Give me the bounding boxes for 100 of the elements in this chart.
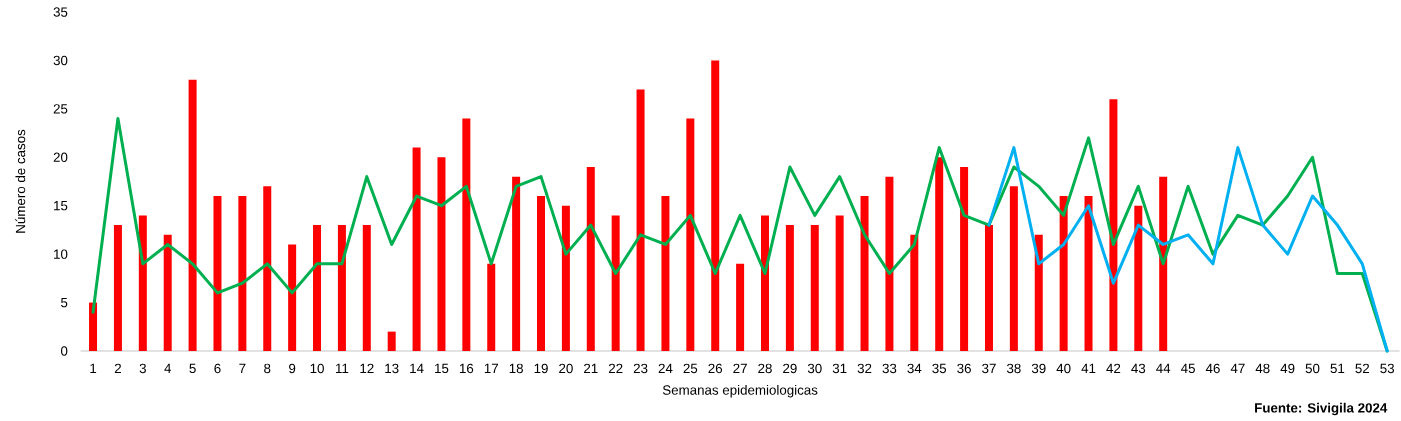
bar bbox=[586, 166, 595, 351]
bar bbox=[213, 196, 222, 351]
bar bbox=[810, 225, 819, 351]
bar bbox=[885, 176, 894, 351]
x-tick-label: 36 bbox=[957, 363, 971, 374]
x-tick-label: 20 bbox=[559, 363, 573, 374]
x-tick-label: 16 bbox=[459, 363, 474, 374]
x-tick-label: 4 bbox=[164, 363, 172, 373]
x-tick-label: 9 bbox=[289, 363, 296, 374]
bar bbox=[736, 263, 745, 351]
x-tick-label: 46 bbox=[1205, 363, 1220, 374]
x-tick-label: 1 bbox=[90, 363, 97, 373]
y-tick-label: 35 bbox=[53, 7, 68, 17]
x-tick-label: 22 bbox=[608, 363, 623, 374]
x-tick-label: 40 bbox=[1056, 363, 1071, 374]
bar bbox=[984, 225, 993, 351]
bar bbox=[1109, 99, 1118, 351]
bar bbox=[835, 215, 844, 351]
x-tick-label: 26 bbox=[708, 363, 723, 374]
bar bbox=[263, 186, 272, 351]
x-tick-label: 12 bbox=[360, 363, 374, 374]
x-tick-label: 17 bbox=[484, 363, 498, 373]
x-tick-label: 34 bbox=[907, 363, 922, 374]
x-tick-label: 30 bbox=[807, 363, 822, 374]
x-tick-label: 8 bbox=[264, 363, 271, 374]
y-tick-label: 20 bbox=[53, 152, 68, 162]
x-tick-label: 19 bbox=[534, 363, 548, 374]
x-tick-label: 38 bbox=[1006, 363, 1021, 374]
x-tick-label: 51 bbox=[1330, 363, 1345, 374]
x-tick-label: 41 bbox=[1081, 363, 1096, 373]
x-tick-label: 37 bbox=[982, 363, 996, 374]
x-tick-label: 45 bbox=[1180, 363, 1195, 374]
source-note: Fuente: Sivigila 2024 bbox=[1255, 402, 1388, 416]
line-series bbox=[987, 146, 1389, 353]
bar bbox=[437, 157, 446, 351]
bar bbox=[462, 118, 471, 351]
x-tick-label: 28 bbox=[758, 363, 772, 374]
x-tick-label: 13 bbox=[385, 363, 399, 374]
bar bbox=[636, 89, 645, 351]
y-tick-label: 0 bbox=[61, 346, 68, 356]
x-tick-label: 18 bbox=[509, 363, 523, 374]
bar bbox=[611, 215, 620, 351]
x-tick-label: 35 bbox=[932, 363, 947, 374]
x-tick-label: 29 bbox=[783, 363, 797, 374]
x-tick-label: 53 bbox=[1380, 363, 1395, 374]
x-tick-label: 6 bbox=[214, 363, 221, 374]
bar bbox=[1034, 234, 1043, 351]
bar bbox=[288, 244, 297, 351]
x-tick-label: 24 bbox=[658, 363, 673, 374]
bar bbox=[537, 196, 546, 351]
bar bbox=[113, 225, 122, 351]
y-tick-label: 15 bbox=[54, 201, 68, 211]
bar bbox=[512, 176, 521, 351]
bar bbox=[138, 215, 147, 351]
bar bbox=[1009, 186, 1018, 351]
bar bbox=[238, 196, 247, 351]
bar bbox=[711, 60, 720, 351]
x-tick-label: 27 bbox=[733, 363, 747, 374]
x-tick-label: 42 bbox=[1106, 363, 1121, 374]
y-tick-label: 5 bbox=[61, 297, 68, 308]
bar bbox=[960, 166, 969, 351]
bar bbox=[89, 302, 98, 351]
x-tick-label: 25 bbox=[683, 363, 698, 374]
x-axis-title: Semanas epidemiologicas bbox=[662, 384, 818, 398]
bar bbox=[761, 215, 769, 351]
bar bbox=[935, 157, 944, 351]
bar bbox=[163, 234, 172, 351]
x-tick-label: 49 bbox=[1280, 363, 1295, 374]
x-tick-label: 33 bbox=[882, 363, 897, 374]
bar bbox=[686, 118, 695, 351]
x-tick-label: 7 bbox=[239, 363, 246, 373]
x-tick-label: 32 bbox=[857, 363, 872, 374]
bar bbox=[860, 196, 869, 351]
x-tick-label: 52 bbox=[1355, 363, 1370, 374]
x-tick-label: 21 bbox=[584, 363, 598, 374]
x-tick-label: 5 bbox=[189, 363, 196, 374]
x-tick-label: 3 bbox=[139, 363, 146, 374]
y-tick-label: 25 bbox=[53, 104, 68, 114]
bar bbox=[313, 225, 322, 351]
y-tick-label: 10 bbox=[54, 249, 68, 259]
x-tick-label: 31 bbox=[832, 363, 847, 374]
x-tick-label: 2 bbox=[114, 363, 121, 374]
bar bbox=[387, 331, 396, 351]
y-tick-label: 30 bbox=[53, 55, 68, 66]
bar bbox=[561, 205, 570, 351]
x-tick-label: 10 bbox=[310, 363, 324, 374]
x-tick-label: 11 bbox=[336, 363, 349, 373]
bar bbox=[188, 79, 197, 351]
bar bbox=[412, 147, 421, 351]
x-tick-label: 44 bbox=[1156, 363, 1171, 373]
bar bbox=[362, 225, 371, 351]
x-tick-label: 48 bbox=[1255, 363, 1270, 374]
x-tick-label: 23 bbox=[633, 363, 648, 374]
bar bbox=[661, 196, 670, 351]
bar bbox=[1134, 205, 1143, 351]
bar bbox=[1084, 196, 1093, 351]
bar bbox=[1059, 196, 1068, 351]
bar bbox=[487, 263, 496, 351]
x-tick-label: 47 bbox=[1230, 363, 1245, 373]
bar bbox=[785, 225, 794, 351]
